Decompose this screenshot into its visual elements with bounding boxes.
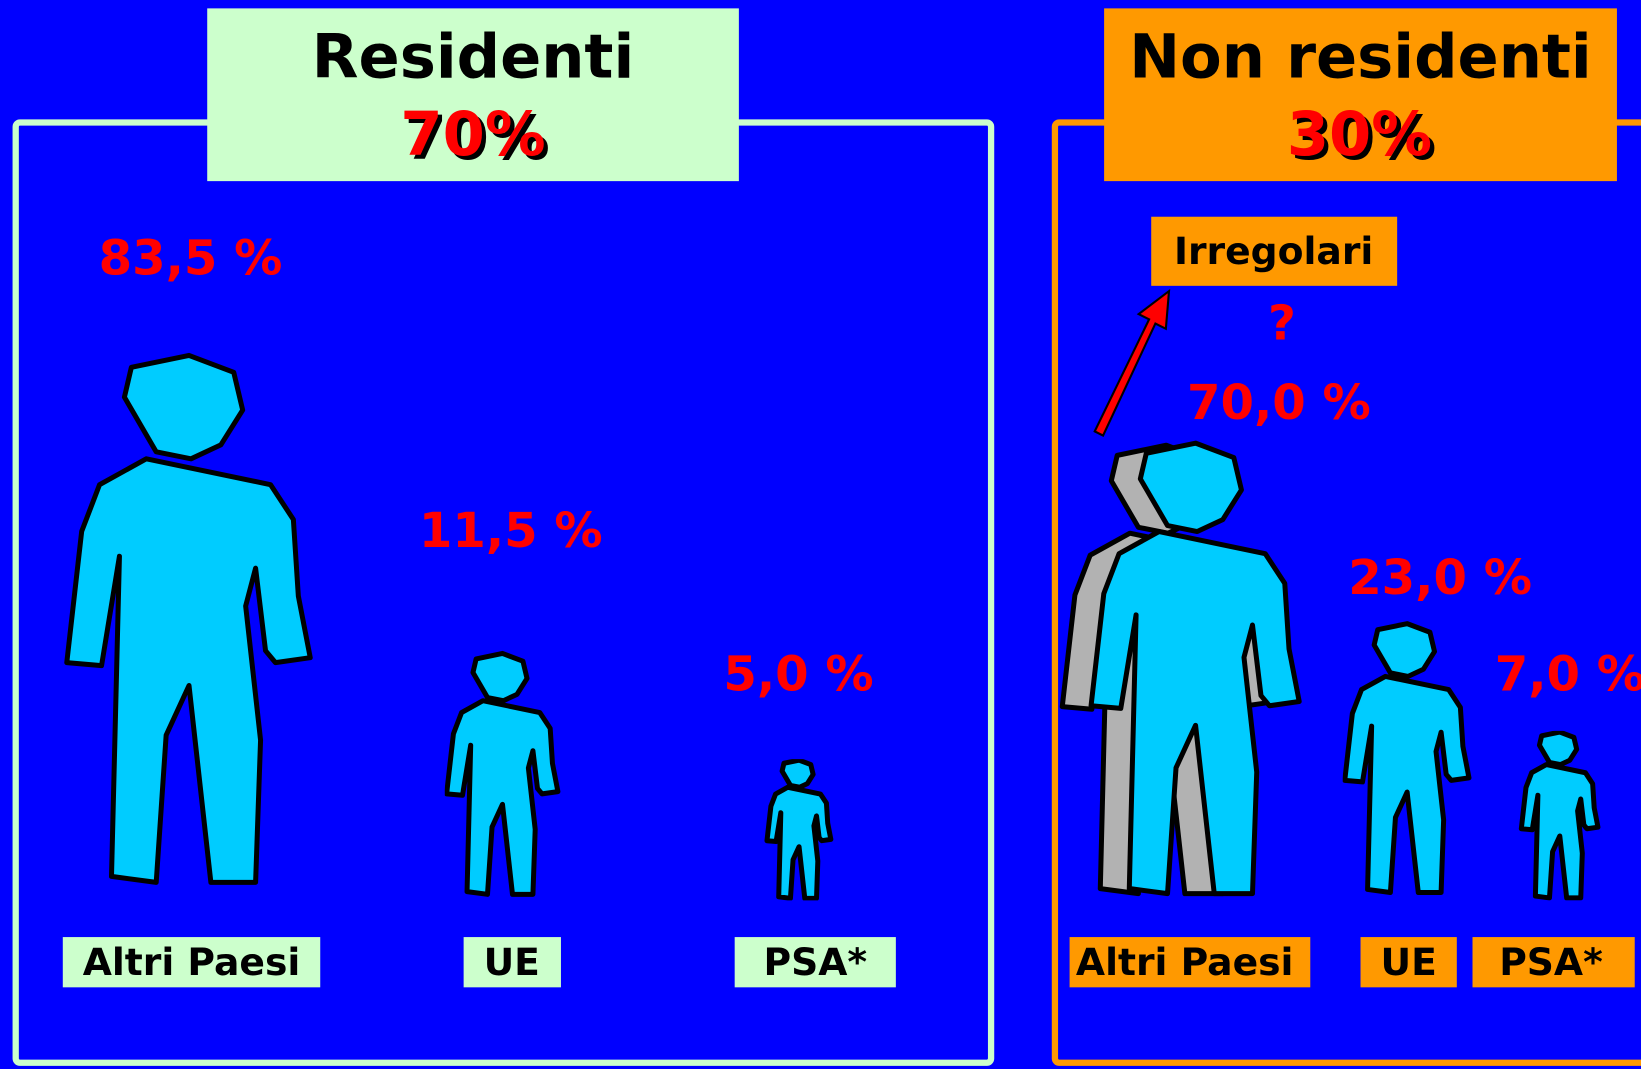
non-residenti-header (1104, 8, 1617, 182)
percent-label: 23,0 % (1348, 550, 1532, 606)
group-label: UE (484, 940, 540, 984)
non-residenti-share: 30% (1287, 100, 1432, 170)
label-box (1472, 937, 1635, 988)
residenti-share: 70% (400, 100, 545, 170)
label-box (463, 937, 561, 988)
irregolari-label: Irregolari (1174, 229, 1373, 273)
group-label: PSA* (763, 940, 867, 984)
percent-label: 11,5 % (419, 503, 603, 559)
percent-label: 83,5 % (99, 231, 283, 287)
label-box (1360, 937, 1457, 988)
irregolari-box (1151, 216, 1398, 286)
non-residenti-share-shadow: 30% (1291, 104, 1436, 174)
non-residenti-title: Non residenti (1129, 22, 1591, 92)
group-label: UE (1381, 940, 1437, 984)
residenti-header (207, 8, 739, 182)
percent-label: 5,0 % (723, 646, 873, 702)
label-box (62, 937, 321, 988)
question-mark: ? (1268, 296, 1296, 352)
group-label: PSA* (1499, 940, 1603, 984)
group-label: Altri Paesi (1076, 940, 1294, 984)
label-box (734, 937, 896, 988)
group-label: Altri Paesi (83, 940, 301, 984)
label-box (1069, 937, 1311, 988)
percent-label: 7,0 % (1495, 646, 1641, 702)
residenti-share-shadow: 70% (405, 104, 550, 174)
arrow (1093, 288, 1171, 437)
percent-label: 70,0 % (1187, 375, 1371, 431)
residenti-title: Residenti (312, 22, 634, 92)
